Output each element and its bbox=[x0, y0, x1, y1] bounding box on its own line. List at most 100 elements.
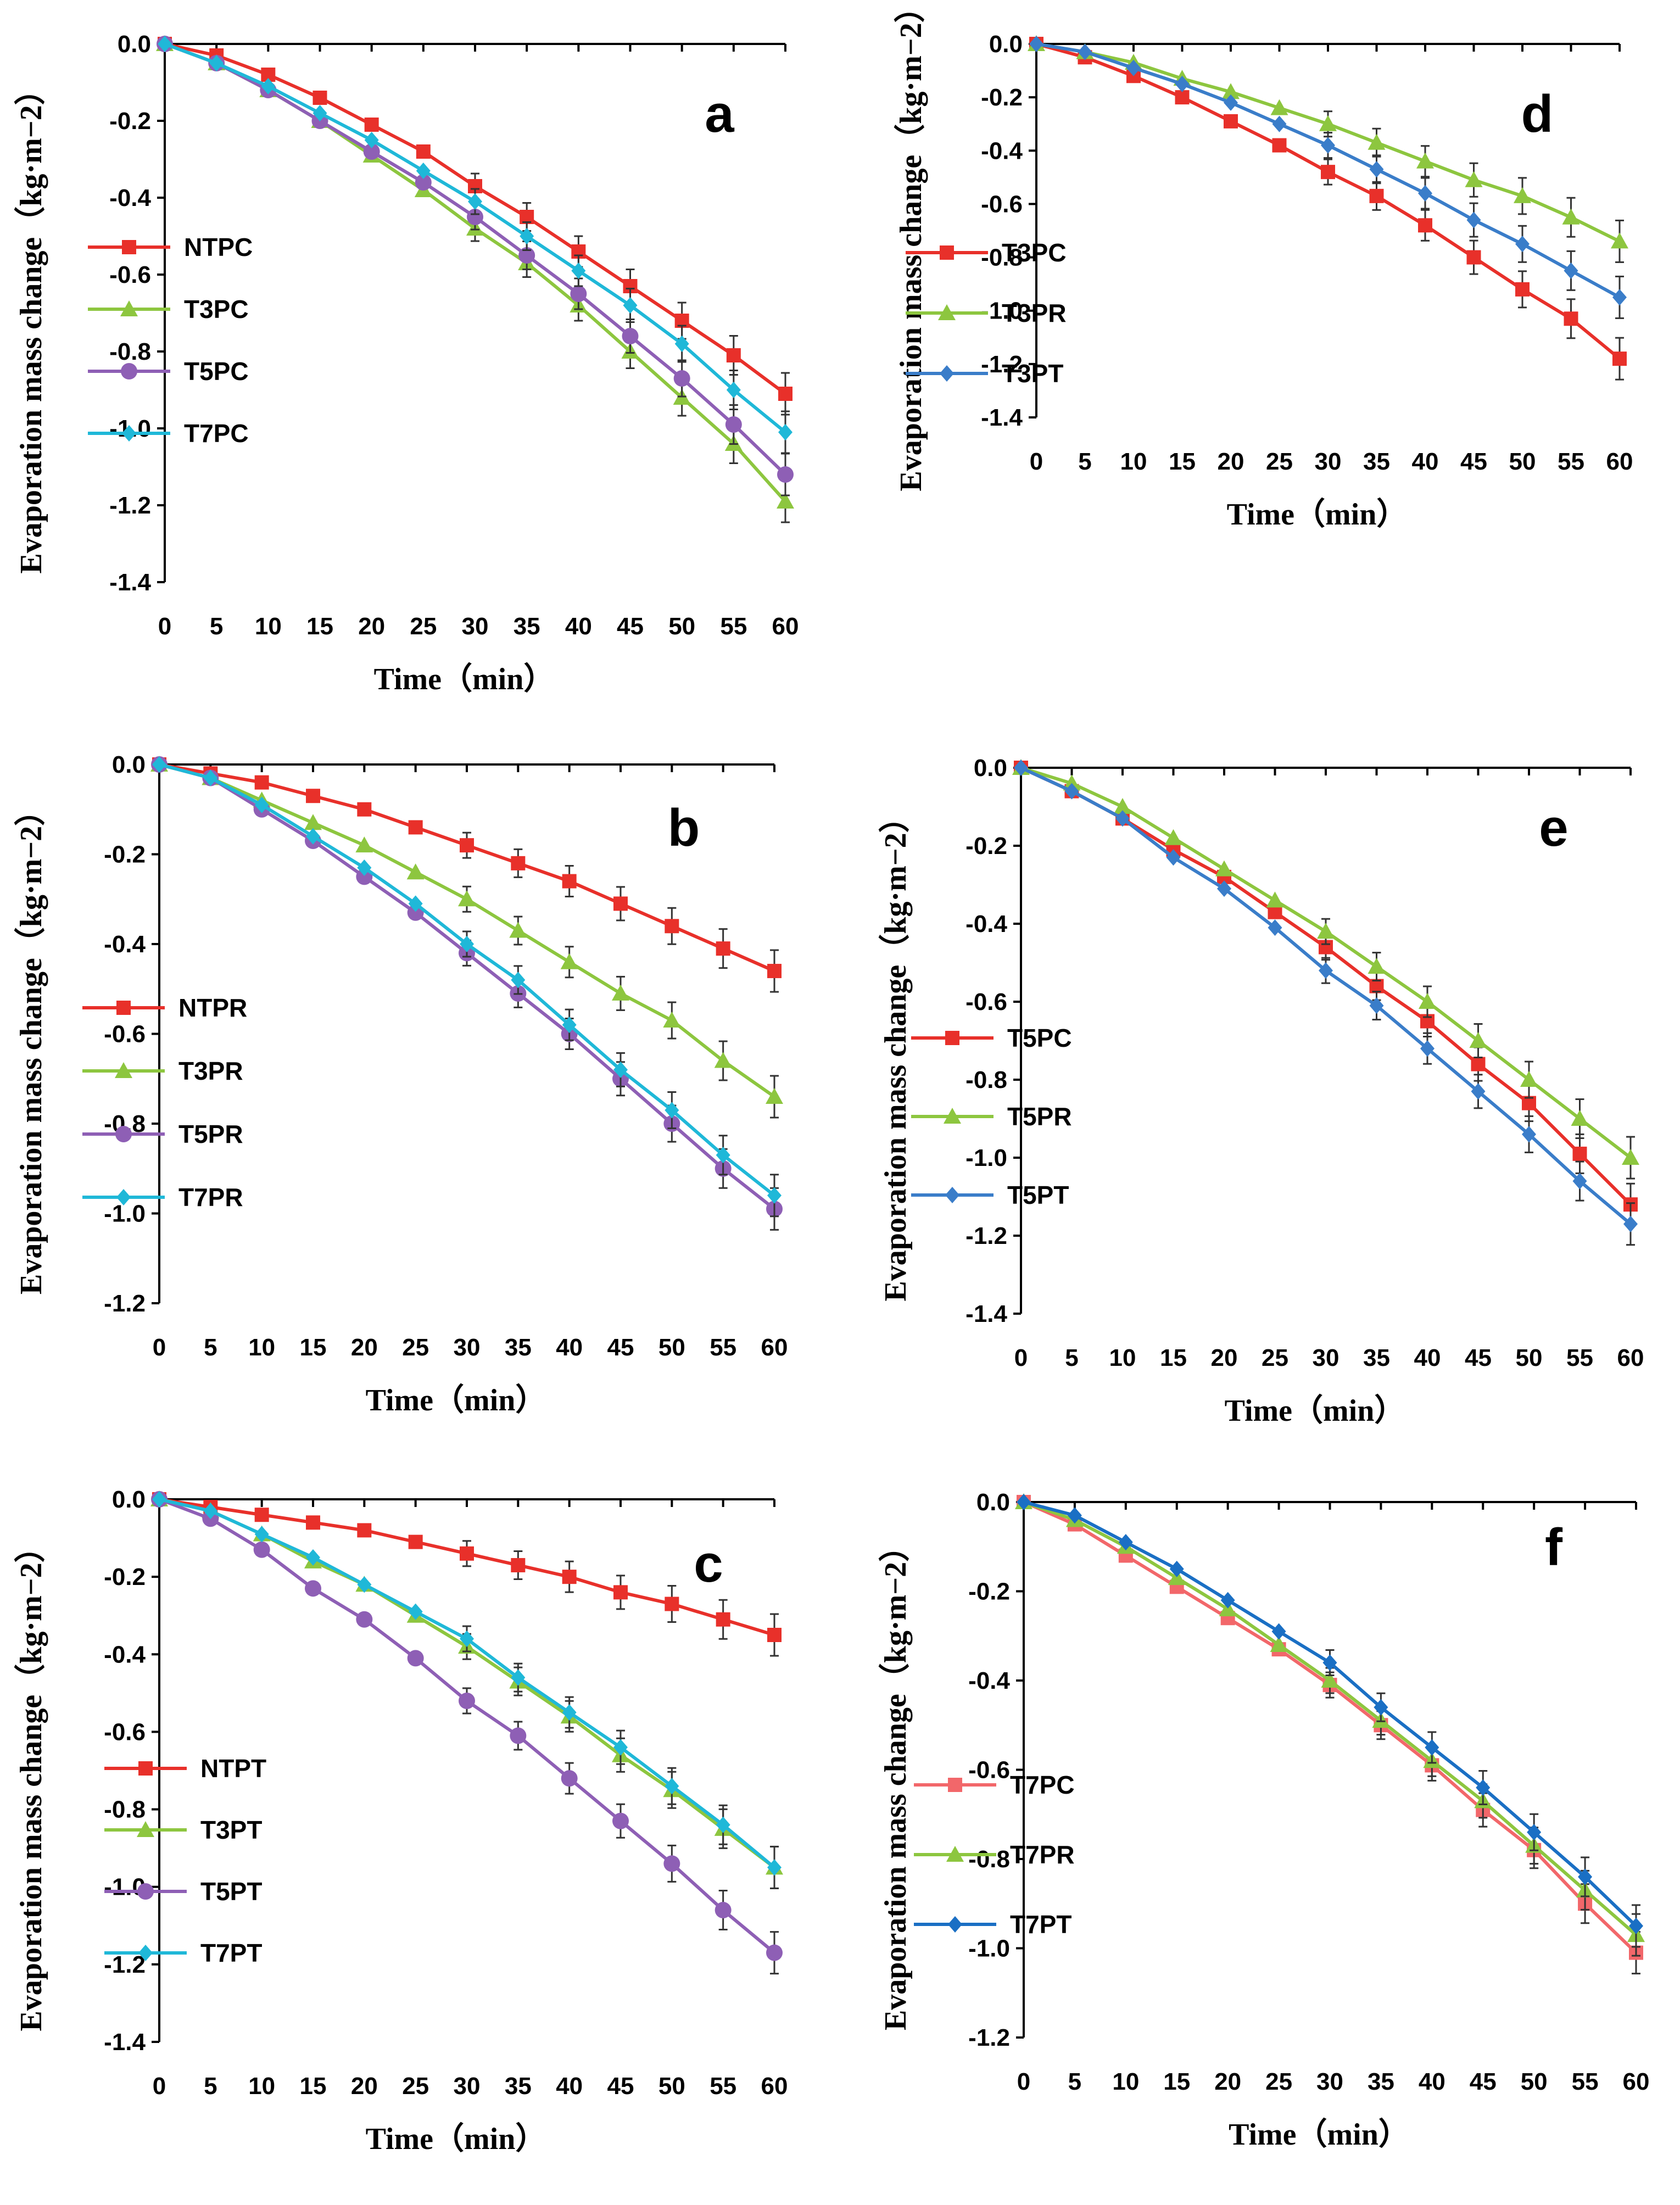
legend-label: T7PC bbox=[184, 419, 249, 448]
data-point bbox=[1466, 250, 1481, 265]
legend-item-T3PT: T3PT bbox=[104, 1816, 262, 1844]
x-tick-label: 15 bbox=[1169, 448, 1196, 475]
data-point bbox=[716, 941, 730, 956]
x-tick-label: 5 bbox=[1065, 1344, 1078, 1371]
data-point bbox=[767, 1187, 782, 1204]
data-point bbox=[1522, 1126, 1536, 1143]
x-tick-label: 35 bbox=[505, 2073, 532, 2100]
data-point bbox=[1319, 115, 1337, 131]
data-point bbox=[1175, 75, 1190, 92]
data-point bbox=[1416, 152, 1434, 169]
legend-marker bbox=[121, 363, 137, 379]
x-tick-label: 60 bbox=[761, 1334, 788, 1361]
data-point bbox=[613, 896, 628, 911]
data-point bbox=[562, 1017, 577, 1034]
data-point bbox=[357, 859, 372, 877]
data-point bbox=[1271, 1623, 1286, 1640]
x-tick-label: 60 bbox=[761, 2073, 788, 2100]
data-point bbox=[1017, 1494, 1031, 1510]
y-tick-label: -1.4 bbox=[981, 404, 1023, 431]
data-point bbox=[1374, 1699, 1388, 1716]
data-point bbox=[415, 174, 432, 191]
data-point bbox=[355, 836, 373, 853]
data-point bbox=[623, 297, 638, 314]
data-point bbox=[1029, 36, 1043, 52]
legend-marker bbox=[138, 1761, 153, 1776]
x-tick-label: 40 bbox=[556, 2073, 583, 2100]
data-point bbox=[725, 416, 742, 433]
data-point bbox=[1321, 165, 1335, 180]
y-tick-label: -1.4 bbox=[965, 1300, 1007, 1327]
data-point bbox=[356, 1611, 373, 1628]
data-point bbox=[458, 890, 476, 907]
panel-letter: a bbox=[705, 85, 734, 143]
x-tick-label: 10 bbox=[1109, 1344, 1136, 1371]
y-tick-label: -0.4 bbox=[968, 1667, 1010, 1694]
x-tick-label: 5 bbox=[204, 2073, 217, 2100]
legend-marker bbox=[137, 1883, 154, 1900]
series-line bbox=[164, 42, 787, 503]
y-tick-label: 0.0 bbox=[974, 755, 1007, 781]
x-tick-label: 0 bbox=[158, 613, 171, 640]
legend-marker bbox=[940, 365, 954, 382]
panel-letter: c bbox=[694, 1534, 723, 1593]
data-point bbox=[562, 874, 577, 889]
x-tick-label: 50 bbox=[668, 613, 695, 640]
x-tick-label: 45 bbox=[1460, 448, 1487, 475]
legend-item-T3PC: T3PC bbox=[906, 238, 1067, 267]
legend-label: T5PT bbox=[1007, 1181, 1069, 1209]
x-tick-label: 55 bbox=[1558, 448, 1584, 475]
y-tick-label: -1.0 bbox=[965, 1145, 1007, 1171]
y-tick-label: 0.0 bbox=[118, 31, 151, 58]
y-tick-label: 0.0 bbox=[976, 1489, 1010, 1516]
legend-item-NTPC: NTPC bbox=[88, 233, 253, 261]
legend-item-T3PT: T3PT bbox=[906, 359, 1063, 388]
x-tick-label: 5 bbox=[1068, 2068, 1081, 2095]
x-tick-label: 0 bbox=[153, 2073, 166, 2100]
data-point bbox=[562, 1570, 577, 1584]
x-tick-label: 25 bbox=[1265, 2068, 1292, 2095]
x-tick-label: 25 bbox=[402, 1334, 429, 1361]
data-point bbox=[306, 789, 320, 803]
x-tick-label: 0 bbox=[1014, 1344, 1028, 1371]
legend-label: T3PR bbox=[178, 1057, 243, 1085]
data-point bbox=[1215, 860, 1233, 877]
series-T5PT bbox=[1014, 760, 1638, 1246]
data-point bbox=[766, 1944, 783, 1961]
data-point bbox=[665, 919, 679, 934]
x-tick-label: 60 bbox=[1617, 1344, 1644, 1371]
y-tick-label: -0.4 bbox=[981, 137, 1023, 164]
x-tick-label: 35 bbox=[1363, 448, 1390, 475]
data-point bbox=[1623, 1215, 1638, 1232]
chart-panel-d: 0.0-0.2-0.4-0.6-0.8-1.0-1.2-1.40 5 10 15 20 2… bbox=[894, 0, 1633, 532]
legend-label: T7PR bbox=[1010, 1840, 1075, 1869]
data-point bbox=[622, 328, 639, 344]
data-point bbox=[1562, 208, 1580, 225]
y-axis-title: Evaporation mass change（kg·m−2） bbox=[14, 1532, 48, 2031]
y-tick-label: -1.2 bbox=[109, 492, 151, 519]
x-tick-label: 45 bbox=[1470, 2068, 1497, 2095]
data-point bbox=[1078, 43, 1092, 60]
x-tick-label: 55 bbox=[1566, 1344, 1593, 1371]
data-point bbox=[510, 1727, 527, 1744]
x-tick-label: 30 bbox=[1313, 1344, 1339, 1371]
x-tick-label: 50 bbox=[1516, 1344, 1543, 1371]
data-point bbox=[1317, 923, 1335, 939]
x-tick-label: 0 bbox=[153, 1334, 166, 1361]
legend-label: T3PC bbox=[1002, 238, 1067, 267]
legend-item-T5PR: T5PR bbox=[911, 1102, 1072, 1131]
data-point bbox=[562, 1704, 577, 1721]
series-T3PR bbox=[150, 756, 783, 1119]
x-tick-label: 30 bbox=[1316, 2068, 1343, 2095]
legend-item-T7PT: T7PT bbox=[104, 1939, 262, 1967]
data-point bbox=[261, 78, 276, 94]
panel-letter: d bbox=[1521, 85, 1554, 143]
legend-label: T5PR bbox=[178, 1120, 243, 1148]
data-point bbox=[1067, 1507, 1082, 1524]
data-point bbox=[158, 36, 172, 52]
data-point bbox=[767, 1628, 782, 1642]
data-point bbox=[1622, 1149, 1639, 1165]
data-point bbox=[312, 105, 327, 121]
chart-panel-b: 0.0-0.2-0.4-0.6-0.8-1.0-1.20 5 10 15 20 25 30 3… bbox=[14, 751, 788, 1417]
legend-marker bbox=[945, 1031, 959, 1045]
